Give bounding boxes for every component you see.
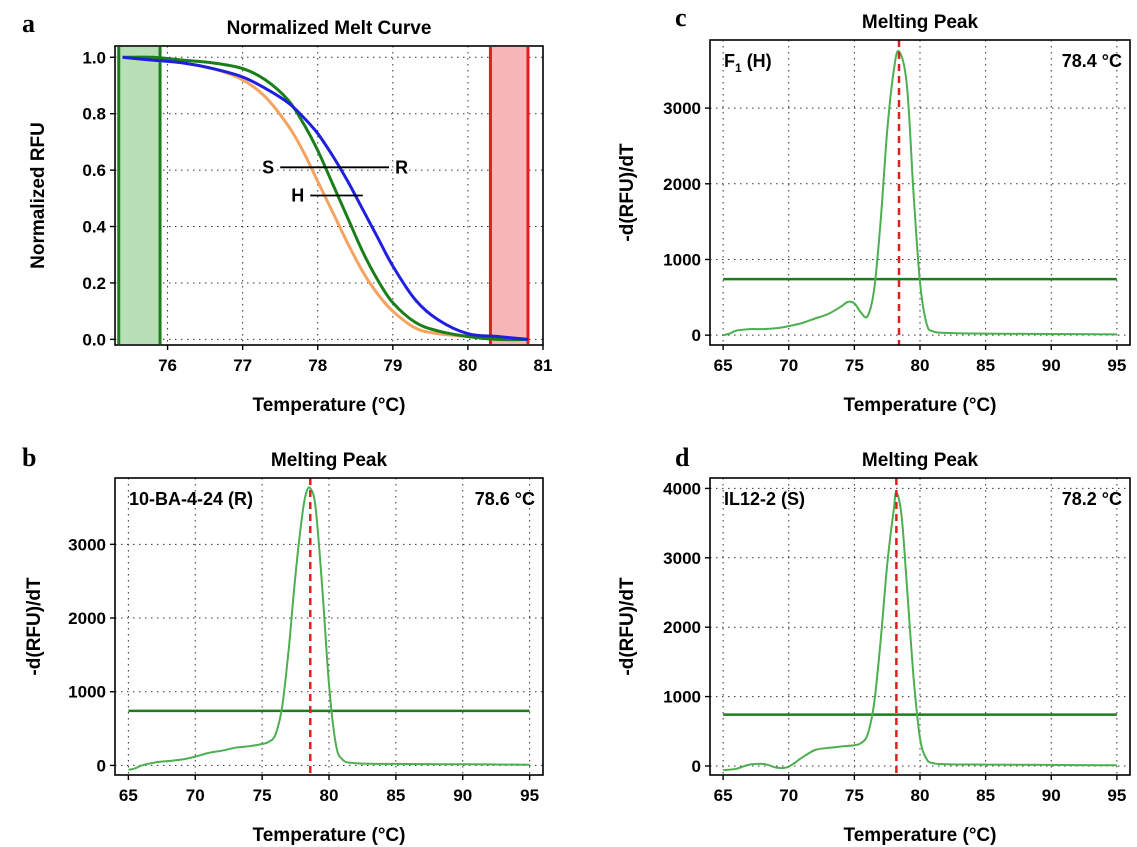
panel-d-x-tick-label: 75 [845, 786, 864, 805]
panel-b-title: Melting Peak [271, 450, 388, 471]
panel-b-x-tick-label: 95 [520, 786, 539, 805]
panel-a-annotation-label-s: S [262, 157, 274, 177]
panel-c-x-tick-label: 95 [1107, 356, 1126, 375]
panel-a-series-line-s [122, 55, 529, 342]
panel-d-x-tick-label: 65 [714, 786, 733, 805]
panel-d-x-tick-label: 85 [976, 786, 995, 805]
panel-d-y-tick-label: 3000 [663, 549, 701, 568]
panel-c-x-tick-label: 75 [845, 356, 864, 375]
panel-a-x-tick-label: 81 [534, 356, 553, 375]
panel-d-y-tick-label: 2000 [663, 618, 701, 637]
panel-a-y-tick-label: 0.2 [82, 274, 106, 293]
panel-a-x-tick-label: 80 [458, 356, 477, 375]
panel-c-x-tick-label: 70 [779, 356, 798, 375]
panel-letter-b: b [22, 443, 36, 472]
panel-d-x-tick-label: 70 [779, 786, 798, 805]
panel-d-sample-label: IL12-2 (S) [724, 489, 805, 509]
panel-b-x-tick-label: 90 [453, 786, 472, 805]
panel-b-sample-label: 10-BA-4-24 (R) [129, 489, 253, 509]
panel-c-x-tick-label: 65 [714, 356, 733, 375]
panel-letter-a: a [22, 9, 35, 38]
panel-a-region-end [488, 47, 530, 344]
panel-c-gridlines [710, 40, 1130, 345]
panel-a-y-tick-label: 0.8 [82, 105, 106, 124]
panel-c-y-tick-label: 1000 [663, 250, 701, 269]
panel-d-y-axis-label: -d(RFU)/dT [617, 577, 638, 676]
panel-c-y-tick-label: 2000 [663, 175, 701, 194]
panel-d-y-tick-label: 0 [692, 757, 701, 776]
panel-b-x-tick-label: 75 [253, 786, 272, 805]
panel-b-y-tick-label: 3000 [68, 535, 106, 554]
panel-d-title: Melting Peak [862, 450, 979, 471]
panel-d-melting-peak: d Melting Peak -d(RFU)/dT Temperature (°… [617, 443, 1131, 846]
panel-b-gridlines [115, 478, 543, 775]
panel-d-x-tick-label: 80 [911, 786, 930, 805]
panel-d-peak-temperature: 78.2 °C [1062, 489, 1122, 509]
panel-c-peak-temperature: 78.4 °C [1062, 51, 1122, 71]
panel-c-y-axis-label: -d(RFU)/dT [617, 143, 638, 242]
panel-d-x-axis-label: Temperature (°C) [844, 825, 997, 846]
panel-b-x-tick-label: 65 [119, 786, 138, 805]
panel-b-y-tick-label: 2000 [68, 609, 106, 628]
panel-d-x-tick-label: 90 [1042, 786, 1061, 805]
panel-a-y-tick-label: 0.0 [82, 330, 106, 349]
panel-c-y-tick-label: 0 [692, 326, 701, 345]
panel-a-x-tick-label: 76 [158, 356, 177, 375]
panel-d-y-tick-label: 4000 [663, 479, 701, 498]
panel-c-sample-name: F [724, 51, 735, 71]
panel-a-plot-frame [114, 45, 544, 346]
panel-a-annotation-label-r: R [395, 157, 408, 177]
panel-c-sample-genotype: (H) [742, 51, 772, 71]
panel-a-x-tick-label: 77 [233, 356, 252, 375]
panel-c-x-axis-label: Temperature (°C) [844, 395, 997, 416]
panel-a-x-tick-label: 78 [308, 356, 327, 375]
panel-a-x-axis-label: Temperature (°C) [253, 395, 406, 416]
panel-c-series-line [722, 49, 1117, 337]
panel-letter-c: c [675, 3, 687, 32]
panel-a-x-tick-label: 79 [383, 356, 402, 375]
panel-a-region-start [117, 47, 162, 344]
panel-c-melting-peak: c Melting Peak -d(RFU)/dT Temperature (°… [617, 3, 1131, 416]
panel-a-annotation-label-h: H [291, 186, 304, 206]
panel-d-x-tick-label: 95 [1107, 786, 1126, 805]
panel-d-gridlines [710, 478, 1130, 775]
panel-c-y-tick-label: 3000 [663, 99, 701, 118]
panel-letter-d: d [675, 443, 690, 472]
panel-c-sample-subscript: 1 [735, 61, 742, 75]
panel-a-normalized-melt-curve: a Normalized Melt Curve Normalized RFU T… [22, 9, 552, 416]
panel-b-x-tick-label: 70 [186, 786, 205, 805]
panel-a-y-tick-label: 0.6 [82, 161, 106, 180]
panel-b-y-axis-label: -d(RFU)/dT [24, 577, 45, 676]
panel-c-x-tick-label: 80 [911, 356, 930, 375]
panel-a-series-line-h [122, 55, 529, 342]
panel-a-title: Normalized Melt Curve [227, 18, 432, 39]
panel-a-region-fill [490, 47, 528, 344]
panel-c-x-tick-label: 90 [1042, 356, 1061, 375]
panel-a-y-axis-label: Normalized RFU [28, 122, 49, 269]
panel-a-region-fill [118, 47, 161, 344]
panel-b-series-line [128, 486, 530, 771]
panel-b-x-tick-label: 80 [320, 786, 339, 805]
panel-c-title: Melting Peak [862, 12, 979, 33]
panel-b-melting-peak: b Melting Peak -d(RFU)/dT Temperature (°… [22, 443, 544, 846]
panel-d-series-line [723, 491, 1117, 772]
panel-b-x-axis-label: Temperature (°C) [253, 825, 406, 846]
panel-a-y-tick-label: 0.4 [82, 218, 106, 237]
panel-b-y-tick-label: 0 [97, 756, 106, 775]
panel-b-peak-temperature: 78.6 °C [475, 489, 535, 509]
panel-b-x-tick-label: 85 [386, 786, 405, 805]
panel-a-series-line-r [122, 55, 529, 341]
panel-a-y-tick-label: 1.0 [82, 48, 106, 67]
panel-c-sample-label: F1 (H) [724, 51, 772, 75]
panel-d-y-tick-label: 1000 [663, 688, 701, 707]
panel-b-y-tick-label: 1000 [68, 683, 106, 702]
panel-c-x-tick-label: 85 [976, 356, 995, 375]
